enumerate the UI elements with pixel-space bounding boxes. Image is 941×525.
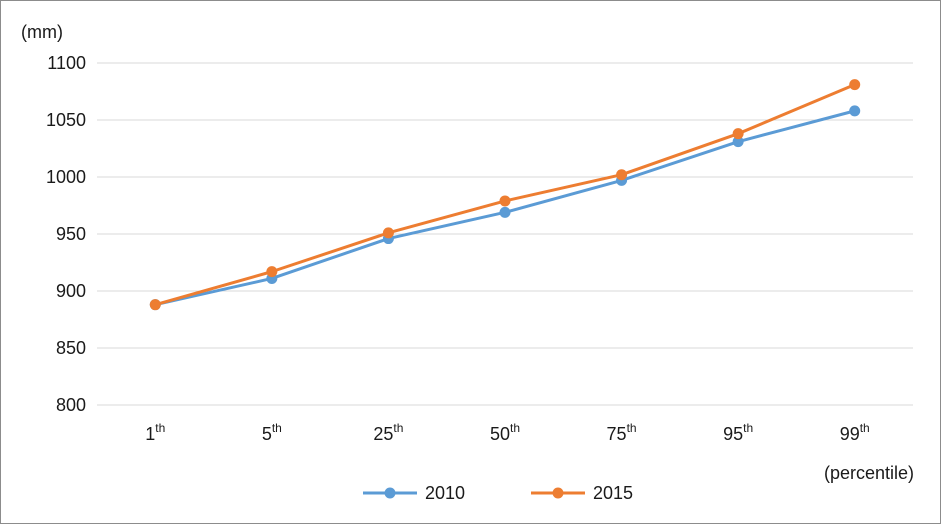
y-tick-label: 800	[56, 395, 86, 415]
y-tick-label: 1050	[46, 110, 86, 130]
x-tick-base: 25	[373, 424, 393, 444]
y-tick-label: 950	[56, 224, 86, 244]
y-tick-label: 1000	[46, 167, 86, 187]
x-tick-label: 75th	[607, 421, 637, 444]
legend: 2010 2015	[363, 483, 633, 503]
data-point-2010	[849, 105, 861, 117]
data-point-2015	[849, 79, 861, 91]
data-point-2015	[149, 299, 161, 311]
x-tick-base: 99	[840, 424, 860, 444]
legend-label: 2010	[425, 483, 465, 503]
legend-label: 2015	[593, 483, 633, 503]
x-axis-ticks: 1th 5th 25th 50th 75th 95th 99th	[145, 421, 869, 444]
y-axis-label: (mm)	[21, 22, 63, 42]
x-tick-label: 95th	[723, 421, 753, 444]
x-tick-label: 5th	[262, 421, 282, 444]
x-tick-base: 95	[723, 424, 743, 444]
y-tick-label: 900	[56, 281, 86, 301]
x-tick-sup: th	[510, 421, 520, 435]
data-point-2015	[382, 227, 394, 239]
x-tick-label: 50th	[490, 421, 520, 444]
gridlines	[97, 62, 913, 406]
series-lines	[149, 79, 861, 311]
y-tick-label: 850	[56, 338, 86, 358]
x-tick-sup: th	[393, 421, 403, 435]
x-tick-label: 99th	[840, 421, 870, 444]
x-axis-label: (percentile)	[824, 463, 914, 483]
data-point-2010	[499, 206, 511, 218]
x-tick-base: 50	[490, 424, 510, 444]
x-tick-base: 1	[145, 424, 155, 444]
x-tick-base: 5	[262, 424, 272, 444]
data-point-2010	[732, 136, 744, 148]
y-tick-label: 1100	[47, 53, 86, 73]
data-point-2015	[499, 195, 511, 207]
y-axis-ticks: 800 850 900 950 1000 1050 1100	[46, 53, 86, 415]
x-tick-base: 75	[607, 424, 627, 444]
data-point-2015	[616, 169, 628, 181]
x-tick-sup: th	[627, 421, 637, 435]
x-tick-label: 1th	[145, 421, 165, 444]
data-point-2015	[732, 128, 744, 140]
series-line-2015	[154, 83, 856, 307]
x-tick-label: 25th	[373, 421, 403, 444]
data-point-2015	[266, 266, 278, 278]
x-tick-sup: th	[860, 421, 870, 435]
x-tick-sup: th	[155, 421, 165, 435]
legend-swatch-marker	[384, 487, 396, 499]
x-tick-sup: th	[272, 421, 282, 435]
legend-swatch-marker	[552, 487, 564, 499]
x-tick-sup: th	[743, 421, 753, 435]
